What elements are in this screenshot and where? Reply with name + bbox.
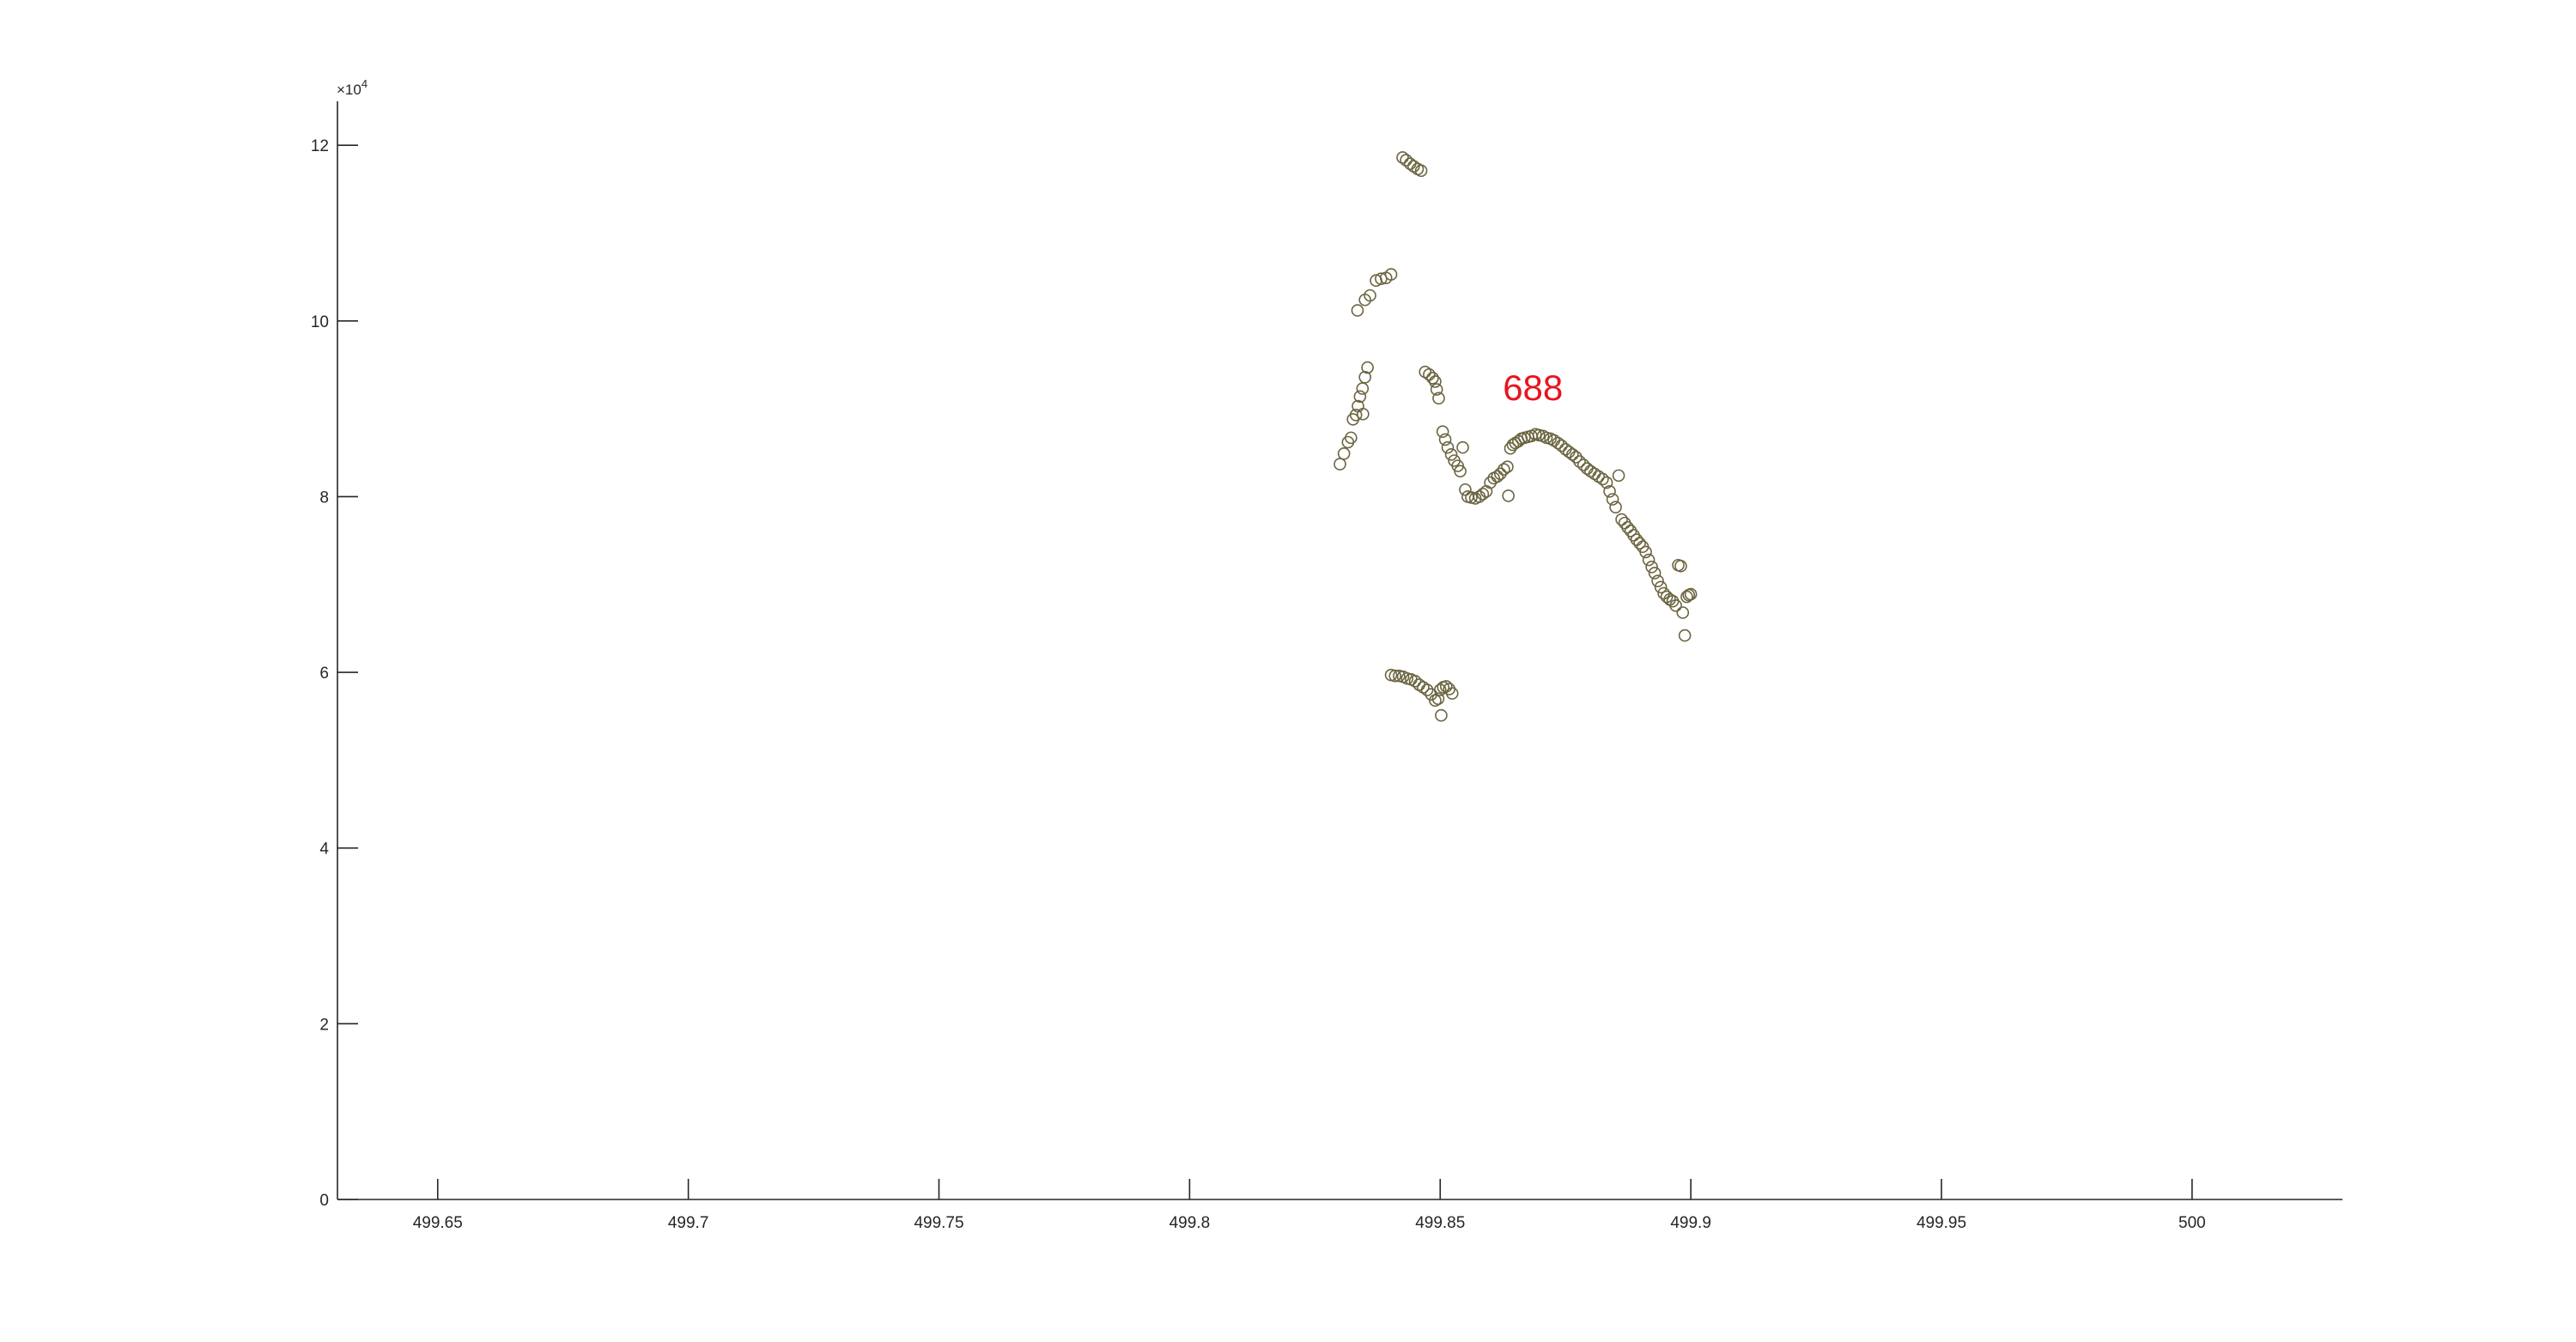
data-point xyxy=(1454,465,1467,478)
data-point xyxy=(1357,407,1370,421)
data-point xyxy=(1547,434,1561,447)
data-point xyxy=(1600,476,1613,489)
y-axis-ticks: 0 2 4 6 8 10 12 xyxy=(311,137,358,1210)
data-point xyxy=(1432,392,1445,405)
data-point xyxy=(1351,304,1364,317)
data-point xyxy=(1484,476,1497,489)
data-point xyxy=(1426,372,1439,385)
data-point xyxy=(1429,375,1442,388)
x-axis-ticks: 499.65 499.7 499.75 499.8 499.85 499.9 499.95 5… xyxy=(413,1179,2206,1232)
data-point xyxy=(1441,440,1455,454)
y-axis-exponent-label: ×104 xyxy=(337,77,368,98)
data-point xyxy=(1456,440,1469,454)
data-point xyxy=(1603,485,1616,498)
y-tick-label: 12 xyxy=(311,137,329,155)
data-point xyxy=(1566,448,1579,461)
y-exponent-power: 4 xyxy=(361,77,368,90)
x-tick-label: 499.9 xyxy=(1670,1214,1711,1232)
data-point xyxy=(1651,574,1664,587)
y-tick-label: 0 xyxy=(319,1192,329,1210)
data-point xyxy=(1498,463,1510,477)
y-tick-label: 8 xyxy=(319,489,329,507)
data-point xyxy=(1349,408,1363,422)
data-point xyxy=(1356,382,1370,395)
data-points xyxy=(1334,151,1698,722)
data-point xyxy=(1358,370,1371,384)
data-point xyxy=(1612,469,1625,483)
x-tick-label: 499.75 xyxy=(914,1214,963,1232)
x-tick-label: 499.7 xyxy=(668,1214,709,1232)
data-point xyxy=(1573,455,1586,468)
data-point xyxy=(1419,365,1432,379)
data-point xyxy=(1592,470,1606,483)
data-point xyxy=(1364,288,1376,302)
data-point xyxy=(1435,708,1448,722)
data-point xyxy=(1400,154,1413,167)
data-point xyxy=(1430,383,1443,396)
data-point xyxy=(1621,520,1634,534)
y-exponent-base: ×10 xyxy=(337,82,361,98)
data-point xyxy=(1429,694,1442,707)
data-point xyxy=(1414,164,1428,178)
x-tick-label: 499.85 xyxy=(1415,1214,1465,1232)
data-point xyxy=(1420,683,1434,696)
chart-axes xyxy=(337,101,2342,1200)
data-point xyxy=(1491,470,1504,483)
data-point xyxy=(1438,433,1452,446)
data-point xyxy=(1609,501,1622,514)
x-tick-label: 499.65 xyxy=(413,1214,463,1232)
data-point xyxy=(1501,460,1514,473)
data-point xyxy=(1431,692,1445,706)
data-point xyxy=(1433,683,1447,696)
data-point xyxy=(1345,431,1358,445)
data-point xyxy=(1654,580,1668,594)
data-point xyxy=(1684,587,1698,601)
data-point xyxy=(1555,439,1568,452)
data-point xyxy=(1639,545,1652,559)
data-point xyxy=(1570,451,1583,464)
data-point xyxy=(1436,425,1449,439)
chart-annotation: 688 xyxy=(1503,367,1563,408)
data-point xyxy=(1596,472,1609,486)
data-point xyxy=(1388,669,1402,683)
data-point xyxy=(1642,553,1656,567)
y-tick-label: 4 xyxy=(319,841,329,859)
x-tick-label: 499.95 xyxy=(1917,1214,1966,1232)
data-point xyxy=(1353,390,1367,404)
data-point xyxy=(1445,687,1459,700)
data-point xyxy=(1337,447,1351,460)
x-tick-label: 500 xyxy=(2178,1214,2206,1232)
data-point xyxy=(1669,599,1682,612)
data-point xyxy=(1444,448,1458,461)
y-tick-label: 6 xyxy=(319,665,329,683)
data-point xyxy=(1494,467,1507,481)
data-point xyxy=(1552,436,1564,450)
data-point xyxy=(1459,483,1472,496)
data-point xyxy=(1648,567,1662,580)
data-point xyxy=(1476,488,1490,501)
data-point xyxy=(1502,489,1515,502)
data-point xyxy=(1588,467,1601,481)
data-point xyxy=(1676,606,1690,619)
y-tick-label: 2 xyxy=(319,1016,329,1034)
data-point xyxy=(1674,559,1687,573)
data-point xyxy=(1408,675,1422,688)
data-point xyxy=(1361,361,1374,374)
data-point xyxy=(1584,465,1597,478)
data-point xyxy=(1334,458,1346,471)
data-point xyxy=(1645,560,1658,574)
data-point xyxy=(1615,513,1628,526)
data-point xyxy=(1678,628,1692,642)
data-point xyxy=(1633,537,1646,550)
data-point xyxy=(1396,151,1409,164)
data-point xyxy=(1577,458,1590,471)
x-tick-label: 499.8 xyxy=(1170,1214,1211,1232)
y-tick-label: 10 xyxy=(311,313,329,331)
data-point xyxy=(1384,268,1398,281)
data-point xyxy=(1606,493,1619,506)
